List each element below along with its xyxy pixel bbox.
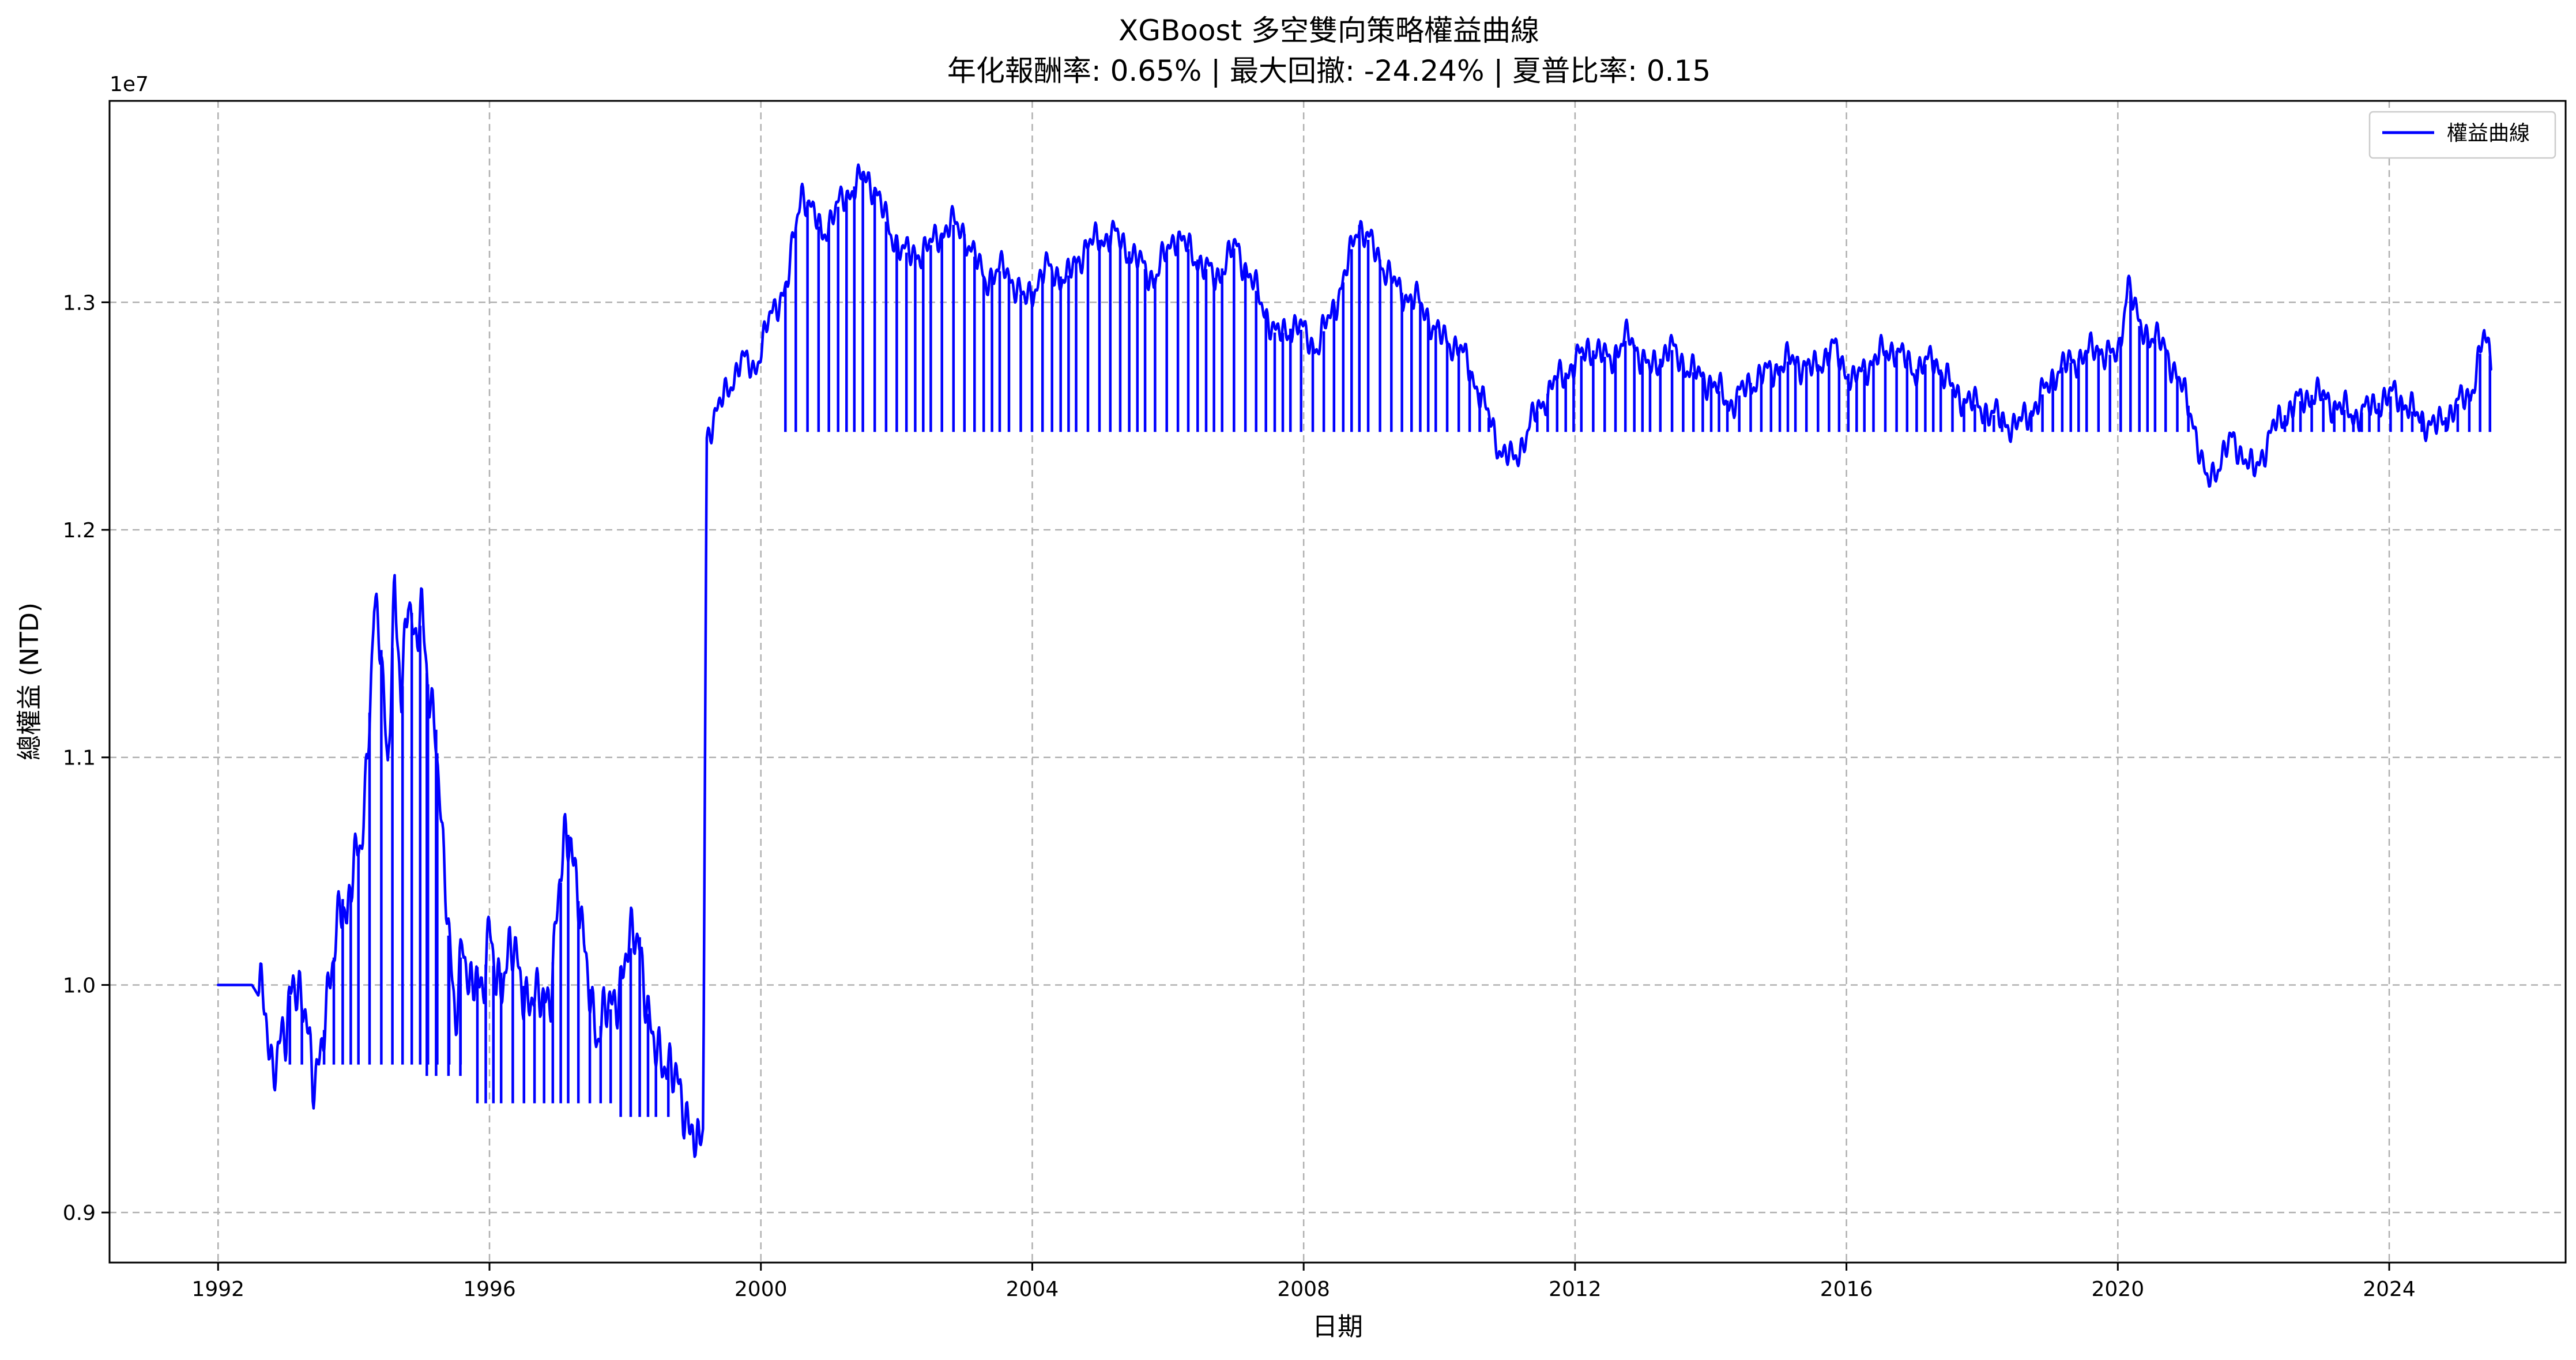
- y-tick-label: 1.2: [63, 519, 96, 543]
- x-tick-label: 2008: [1277, 1278, 1330, 1301]
- equity-curve-line: [217, 163, 2492, 1158]
- x-tick-label: 1996: [463, 1278, 516, 1301]
- y-tick-label: 1.1: [63, 747, 96, 770]
- grid-layer: [110, 101, 2566, 1263]
- x-tick-label: 1992: [191, 1278, 244, 1301]
- legend-box: [2368, 111, 2556, 159]
- x-tick-label: 2016: [1820, 1278, 1873, 1301]
- series-layer: [217, 163, 2492, 1158]
- chart-subtitle: 年化報酬率: 0.65% | 最大回撤: -24.24% | 夏普比率: 0.1…: [947, 54, 1711, 88]
- x-tick-label: 2012: [1549, 1278, 1602, 1301]
- x-tick-label: 2020: [2092, 1278, 2145, 1301]
- y-offset-label: 1e7: [110, 73, 149, 96]
- x-tick-label: 2024: [2363, 1278, 2416, 1301]
- y-tick-label: 1.3: [63, 291, 96, 315]
- chart-title: XGBoost 多空雙向策略權益曲線: [1118, 14, 1539, 47]
- y-axis-label: 總權益 (NTD): [15, 602, 44, 760]
- y-tick-label: 1.0: [63, 974, 96, 997]
- legend-label-equity: 權益曲線: [2447, 122, 2530, 145]
- y-tick-label: 0.9: [63, 1201, 96, 1225]
- tick-layer: 1992 1996 2000 2004 2008 2012 2016 2020 2024 0.9 1…: [63, 291, 2416, 1301]
- x-tick-label: 2000: [735, 1278, 788, 1301]
- plot-frame: [108, 100, 2567, 1264]
- legend: 權益曲線: [2368, 111, 2556, 159]
- x-tick-label: 2004: [1006, 1278, 1059, 1301]
- x-axis-label: 日期: [1312, 1312, 1363, 1342]
